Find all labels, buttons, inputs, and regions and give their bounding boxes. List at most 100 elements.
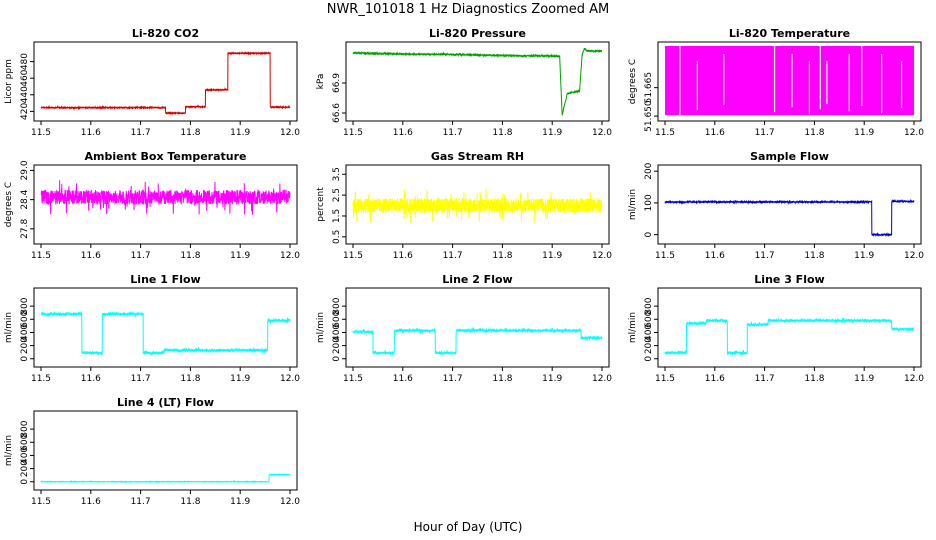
series-line: [40, 180, 291, 215]
x-tick-label: 11.7: [755, 374, 775, 384]
x-tick-label: 12.0: [592, 374, 612, 384]
y-tick-label: 51.650: [644, 100, 654, 132]
y-tick-label: 800: [644, 297, 654, 314]
x-tick-label: 11.8: [492, 374, 512, 384]
x-tick-label: 11.7: [131, 128, 151, 138]
series-line: [352, 326, 603, 356]
plot-frame: [345, 41, 610, 122]
chart-title: Li-820 Pressure: [429, 27, 526, 40]
plot-frame: [345, 164, 610, 245]
x-tick-label: 11.7: [443, 251, 463, 261]
chart-title: Line 4 (LT) Flow: [117, 396, 214, 409]
x-tick-label: 11.9: [854, 128, 874, 138]
chart-title: Sample Flow: [750, 150, 829, 163]
y-tick-label: 66.6: [332, 103, 342, 123]
y-tick-label: 600: [644, 310, 654, 327]
x-tick-label: 11.8: [804, 251, 824, 261]
y-tick-label: 460: [20, 69, 30, 86]
y-tick-label: 200: [20, 460, 30, 477]
x-tick-label: 11.8: [492, 128, 512, 138]
x-tick-label: 12.0: [280, 251, 300, 261]
chart-panel-li-820-temperature: Li-820 Temperature 11.5 11.6 11.7 11.8 11.9 12…: [628, 27, 924, 138]
chart-panel-li-820-pressure: Li-820 Pressure 11.5 11.6 11.7 11.8 11.9 12.0 6…: [316, 27, 612, 138]
y-axis-label: ml/min: [316, 312, 326, 343]
chart-panel-li-820-co2: Li-820 CO2 11.5 11.6 11.7 11.8 11.9 12.0 420440…: [4, 27, 300, 138]
x-tick-label: 11.7: [755, 251, 775, 261]
x-tick-label: 11.8: [180, 374, 200, 384]
x-tick-label: 11.6: [705, 128, 725, 138]
x-tick-label: 12.0: [280, 374, 300, 384]
chart-panel-line-3-flow: Line 3 Flow 11.5 11.6 11.7 11.8 11.9 12.0 0 2004…: [628, 273, 924, 384]
plot-area: [665, 45, 914, 116]
chart-panel-line-4-lt-flow: Line 4 (LT) Flow 11.5 11.6 11.7 11.8 11.9 12.0…: [4, 396, 300, 507]
x-tick-label: 11.7: [131, 251, 151, 261]
y-tick-label: 600: [20, 433, 30, 450]
x-tick-label: 11.5: [31, 497, 51, 507]
y-tick-label: 2.5: [332, 188, 342, 202]
y-tick-label: 400: [644, 324, 654, 341]
y-tick-label: 480: [20, 53, 30, 70]
x-tick-label: 11.5: [31, 374, 51, 384]
plot-area: [40, 180, 291, 215]
series-line: [40, 311, 291, 356]
plot-frame: [657, 287, 922, 368]
plot-frame: [657, 164, 922, 245]
x-tick-label: 11.6: [705, 374, 725, 384]
chart-title: Li-820 CO2: [132, 27, 199, 40]
y-tick-label: 1.5: [332, 209, 342, 223]
x-tick-label: 11.6: [81, 374, 101, 384]
x-tick-label: 11.5: [343, 374, 363, 384]
series-line: [40, 50, 291, 116]
x-tick-label: 11.6: [81, 128, 101, 138]
x-tick-label: 11.9: [230, 497, 250, 507]
y-tick-label: 200: [644, 162, 654, 179]
y-tick-label: 200: [20, 337, 30, 354]
y-tick-label: 0: [644, 356, 654, 362]
y-tick-label: 400: [20, 324, 30, 341]
x-tick-label: 12.0: [592, 128, 612, 138]
series-line: [40, 473, 291, 484]
y-axis-label: degrees C: [4, 182, 14, 227]
x-tick-label: 12.0: [904, 374, 924, 384]
y-tick-label: 800: [20, 420, 30, 437]
x-tick-label: 12.0: [280, 128, 300, 138]
y-axis-label: Licor ppm: [4, 59, 14, 104]
y-tick-label: 29.0: [20, 160, 30, 180]
x-tick-label: 11.7: [755, 128, 775, 138]
figure-title: NWR_101018 1 Hz Diagnostics Zoomed AM: [327, 2, 610, 17]
y-tick-label: 27.8: [20, 219, 30, 239]
x-tick-label: 11.9: [542, 251, 562, 261]
x-tick-label: 11.6: [393, 128, 413, 138]
plot-area: [40, 473, 291, 484]
y-axis-label: kPa: [316, 74, 326, 90]
x-tick-label: 11.9: [854, 251, 874, 261]
plot-area: [40, 311, 291, 356]
panel-grid: Li-820 CO2 11.5 11.6 11.7 11.8 11.9 12.0 420440…: [4, 27, 924, 507]
series-line: [352, 188, 603, 223]
x-tick-label: 11.8: [804, 374, 824, 384]
y-tick-label: 400: [332, 324, 342, 341]
y-tick-label: 600: [20, 310, 30, 327]
chart-title: Ambient Box Temperature: [85, 150, 247, 163]
y-tick-label: 0.5: [332, 230, 342, 244]
plot-frame: [345, 287, 610, 368]
x-tick-label: 11.7: [443, 374, 463, 384]
x-tick-label: 11.8: [492, 251, 512, 261]
x-tick-label: 11.5: [31, 251, 51, 261]
figure-x-axis-label: Hour of Day (UTC): [414, 520, 523, 534]
y-tick-label: 420: [20, 103, 30, 120]
y-tick-label: 28.4: [20, 189, 30, 209]
x-tick-label: 11.8: [180, 497, 200, 507]
y-tick-label: 66.9: [332, 73, 342, 93]
y-axis-label: percent: [316, 187, 326, 222]
plot-area: [352, 326, 603, 356]
x-tick-label: 11.9: [542, 128, 562, 138]
x-tick-label: 11.8: [180, 128, 200, 138]
y-tick-label: 0: [332, 356, 342, 362]
x-tick-label: 11.9: [230, 128, 250, 138]
y-axis-label: degrees C: [628, 59, 638, 104]
y-tick-label: 0: [20, 479, 30, 485]
x-tick-label: 11.5: [343, 251, 363, 261]
x-tick-label: 11.7: [443, 128, 463, 138]
x-tick-label: 12.0: [904, 128, 924, 138]
